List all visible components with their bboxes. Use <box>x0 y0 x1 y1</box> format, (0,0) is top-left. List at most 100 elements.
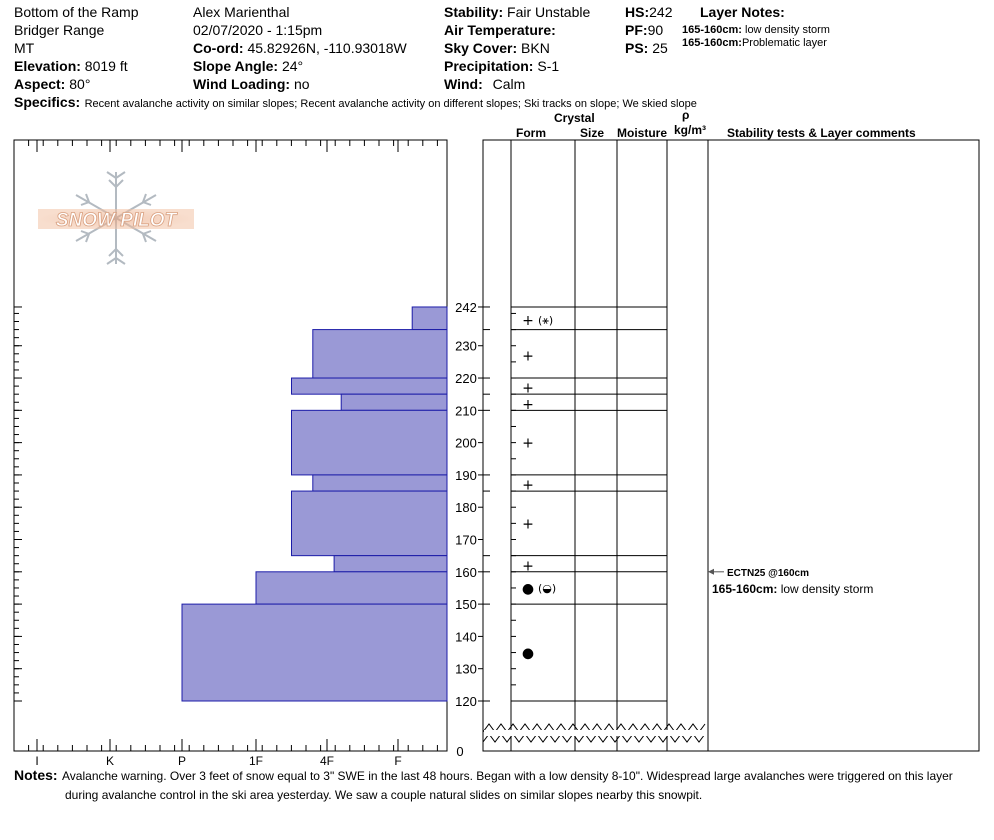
elevation-label: Elevation: <box>14 58 81 74</box>
layer-comment-1: 165-160cm: low density storm <box>712 582 873 596</box>
notes-label: Notes: <box>14 767 58 783</box>
crystal-primary-4: + <box>522 397 534 413</box>
hardness-bar-6 <box>312 474 448 492</box>
depth-break <box>482 723 707 743</box>
elevation-value: 8019 ft <box>84 58 128 74</box>
coord-value: 45.82926N, -110.93018W <box>247 40 407 56</box>
snowpilot-logo: SNOW PILOT <box>38 171 194 265</box>
hardness-label-4F: 4F <box>320 754 334 768</box>
crystal-secondary-1: (⚹) <box>538 314 553 327</box>
layer-note-1: 165-160cm: low density storm <box>682 24 830 37</box>
ps-label: PS: <box>625 40 649 56</box>
depth-label-230: 230 <box>455 339 477 354</box>
pf-value: 90 <box>647 22 664 38</box>
hardness-bar-7 <box>291 490 448 557</box>
coord-field: Co-ord: 45.82926N, -110.93018W <box>193 40 407 56</box>
crystal-primary-5: + <box>522 436 534 452</box>
hardness-bar-9 <box>255 571 448 605</box>
precip-value: S-1 <box>537 58 560 74</box>
stability-value: Fair Unstable <box>507 4 591 20</box>
crystal-primary-3: + <box>522 381 534 397</box>
hs-field: HS:242 <box>625 4 672 20</box>
test-arrow-head <box>708 568 714 575</box>
layer-table-frame <box>482 139 980 752</box>
aspect-label: Aspect: <box>14 76 66 92</box>
depth-label-190: 190 <box>455 468 477 483</box>
sky-cover-label: Sky Cover: <box>444 40 518 56</box>
depth-label-150: 150 <box>455 597 477 612</box>
specifics-label: Specifics: <box>14 94 81 110</box>
specifics-text: Recent avalanche activity on similar slo… <box>84 98 697 110</box>
layer-note-2: 165-160cm:Problematic layer <box>682 37 827 50</box>
hardness-bar-10 <box>181 603 448 702</box>
hardness-bar-3 <box>291 377 448 395</box>
sky-cover-value: BKN <box>521 40 550 56</box>
depth-label-160: 160 <box>455 565 477 580</box>
slope-field: Slope Angle: 24° <box>193 58 303 74</box>
depth-label-0: 0 <box>456 744 463 759</box>
form-header: Form <box>516 126 546 140</box>
aspect-field: Aspect: 80° <box>14 76 90 92</box>
hardness-label-F: F <box>394 754 401 768</box>
wind-value: Calm <box>492 76 526 92</box>
notes-text-2: during avalanche control in the ski area… <box>65 788 703 802</box>
wind-loading-value: no <box>293 76 310 92</box>
slope-label: Slope Angle: <box>193 58 279 74</box>
hs-label: HS: <box>625 4 650 20</box>
break-gap <box>484 730 707 736</box>
precip-field: Precipitation: S-1 <box>444 58 559 74</box>
wind-field: Wind: Calm <box>444 76 525 92</box>
crystal-primary-7: + <box>522 516 534 532</box>
depth-label-120: 120 <box>455 694 477 709</box>
layer-note-1-range: 165-160cm: <box>682 24 742 36</box>
elevation-field: Elevation: 8019 ft <box>14 58 128 74</box>
hardness-label-1F: 1F <box>249 754 263 768</box>
crystal-primary-2: + <box>522 348 534 364</box>
wind-label: Wind: <box>444 76 483 92</box>
depth-label-170: 170 <box>455 533 477 548</box>
hardness-label-K: K <box>106 754 114 768</box>
hardness-axis: I K P 1F 4F F <box>13 140 438 768</box>
stability-tests-header: Stability tests & Layer comments <box>727 126 916 140</box>
depth-label-130: 130 <box>455 662 477 677</box>
crystal-forms: + (⚹)+++++++● (◒)● <box>522 313 556 662</box>
layer-notes-title: Layer Notes: <box>700 4 785 20</box>
hardness-label-P: P <box>178 754 186 768</box>
depth-label-140: 140 <box>455 629 477 644</box>
layer-note-2-text: Problematic layer <box>741 37 827 49</box>
aspect-value: 80° <box>69 76 91 92</box>
moisture-header: Moisture <box>617 126 668 140</box>
crystal-primary-8: + <box>522 558 534 574</box>
state-name: MT <box>14 40 35 56</box>
stability-field: Stability: Fair Unstable <box>444 4 590 20</box>
depth-label-200: 200 <box>455 436 477 451</box>
stability-test-1: ECTN25 @160cm <box>727 568 809 579</box>
layer-note-2-range: 165-160cm: <box>682 37 742 49</box>
ps-value: 25 <box>652 40 668 56</box>
hardness-bar-4 <box>340 393 448 411</box>
logo-text: SNOW PILOT <box>56 210 178 231</box>
depth-label-220: 220 <box>455 371 477 386</box>
rho-header: ρ <box>682 108 690 122</box>
observer-name: Alex Marienthal <box>193 4 290 20</box>
stability-tests: ECTN25 @160cm 165-160cm: low density stor… <box>708 568 873 596</box>
density-unit-header: kg/m³ <box>674 123 707 137</box>
ps-field: PS: 25 <box>625 40 668 56</box>
hardness-bar-2 <box>312 329 448 379</box>
crystal-primary-1: + <box>522 313 534 329</box>
depth-label-210: 210 <box>455 403 477 418</box>
hardness-bar-5 <box>291 409 448 476</box>
wind-loading-field: Wind Loading: no <box>193 76 310 92</box>
air-temp-label: Air Temperature: <box>444 22 556 38</box>
hs-value: 242 <box>649 4 673 20</box>
layer-table-grid <box>483 140 709 751</box>
location-name: Bottom of the Ramp <box>14 4 139 20</box>
hardness-bars <box>181 306 448 702</box>
crystal-primary-10: ● <box>522 646 534 662</box>
wind-loading-label: Wind Loading: <box>193 76 291 92</box>
coord-label: Co-ord: <box>193 40 244 56</box>
crystal-secondary-9: (◒) <box>538 582 556 595</box>
observation-datetime: 02/07/2020 - 1:15pm <box>193 22 323 38</box>
layer-note-1-text: low density storm <box>745 24 830 36</box>
